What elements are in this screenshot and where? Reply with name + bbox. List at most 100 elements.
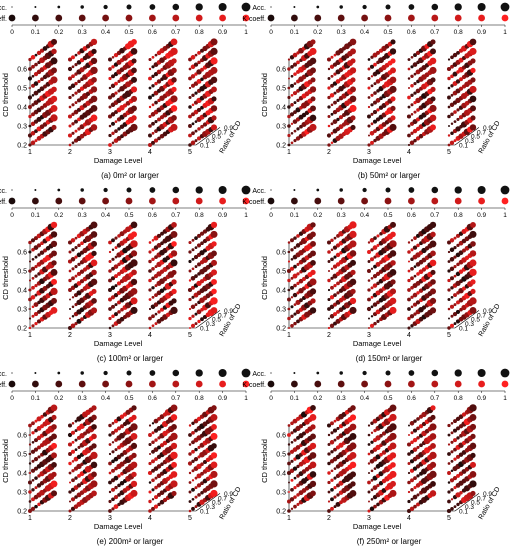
data-point	[447, 423, 451, 428]
data-point	[117, 310, 121, 314]
legend-k-dot	[195, 14, 203, 22]
data-point	[379, 96, 383, 101]
data-point	[288, 481, 290, 484]
data-point	[111, 304, 115, 309]
data-point	[367, 143, 371, 147]
data-point	[190, 304, 196, 310]
data-point	[148, 105, 152, 109]
legend-scale-tick-label: 0.3	[78, 212, 87, 219]
x-tick-label: 2	[68, 149, 72, 156]
data-point	[407, 326, 411, 330]
z-tick-label: 0.9	[483, 491, 492, 498]
data-point	[287, 297, 291, 302]
data-point	[90, 124, 98, 131]
legend-scale-tick-label: 0.4	[360, 212, 369, 219]
panel-5: Acc.K coeff.0 0.1 0.2 0.3 0.4 0.5 0.6 0.7 0.8 0.9…	[242, 368, 510, 546]
legend-scale-tick-label: 0.5	[383, 212, 392, 219]
data-point	[430, 124, 436, 131]
legend-k-dot	[149, 380, 156, 388]
data-point	[50, 287, 58, 296]
data-point	[28, 288, 32, 292]
data-point	[329, 440, 335, 445]
data-point	[110, 285, 116, 290]
data-point	[287, 143, 291, 147]
data-point	[117, 234, 121, 238]
legend-k-dot	[8, 14, 16, 22]
data-point	[413, 110, 417, 114]
y-tick-label: 0.3	[276, 307, 286, 314]
data-point	[188, 57, 192, 62]
data-point	[113, 52, 119, 58]
data-point	[108, 316, 112, 321]
legend-scale-tick-label: 0.3	[337, 395, 346, 402]
data-point	[151, 55, 155, 59]
legend-acc-dot	[339, 371, 343, 375]
data-point	[299, 298, 303, 303]
data-point	[373, 504, 377, 509]
data-point	[350, 58, 356, 64]
data-point	[309, 480, 317, 488]
data-point	[373, 138, 377, 143]
data-point	[111, 468, 115, 473]
data-point	[151, 74, 155, 78]
data-point	[349, 451, 357, 459]
legend-scale-tick-label: 0.4	[101, 395, 110, 402]
data-point	[67, 66, 73, 72]
data-point	[326, 240, 332, 245]
data-point	[298, 424, 304, 429]
data-point	[453, 419, 457, 424]
data-point	[410, 74, 414, 79]
data-point	[295, 243, 301, 248]
data-point	[412, 119, 418, 125]
data-point	[416, 108, 420, 112]
data-point	[160, 231, 164, 236]
legend-acc-dot	[11, 372, 13, 374]
data-point	[91, 490, 97, 497]
data-point	[310, 433, 316, 440]
data-point	[148, 76, 152, 81]
data-point	[333, 438, 337, 442]
data-point	[200, 462, 204, 466]
data-point	[188, 259, 192, 264]
legend-scale-tick-label: 0.5	[124, 395, 133, 402]
data-point	[29, 434, 31, 436]
data-point	[296, 464, 300, 469]
data-point	[370, 103, 374, 107]
data-point	[390, 67, 396, 74]
legend-k-dot	[8, 380, 16, 388]
legend-acc-dot	[385, 370, 391, 376]
data-point	[188, 105, 192, 109]
data-point	[130, 123, 138, 131]
z-tick-label: 0.7	[218, 312, 227, 319]
legend-acc-dot	[500, 368, 510, 378]
legend-k-dot	[337, 380, 345, 388]
data-point	[116, 454, 122, 460]
data-point	[108, 250, 112, 254]
data-point	[151, 295, 155, 299]
data-point	[50, 76, 58, 84]
data-point	[295, 309, 301, 315]
data-point	[31, 459, 35, 463]
data-point	[34, 255, 38, 259]
data-point	[36, 416, 42, 422]
data-point	[456, 50, 460, 55]
panel-caption: (d) 150m² or larger	[356, 354, 423, 363]
legend-k-dot	[478, 380, 485, 388]
data-point	[80, 241, 84, 246]
z-tick-label: 0.3	[206, 138, 215, 145]
data-point	[170, 230, 178, 238]
data-point	[287, 58, 291, 61]
data-point	[408, 434, 410, 436]
data-point	[286, 268, 292, 274]
data-point	[34, 274, 38, 278]
data-point	[453, 303, 457, 307]
data-point	[148, 269, 152, 273]
data-point	[110, 295, 116, 300]
data-point	[190, 323, 196, 328]
data-point	[210, 269, 218, 276]
data-point	[28, 269, 32, 273]
data-point	[412, 302, 418, 307]
legend-k-label: K coeff.	[242, 16, 266, 23]
data-point	[50, 104, 58, 112]
data-point	[290, 421, 294, 426]
